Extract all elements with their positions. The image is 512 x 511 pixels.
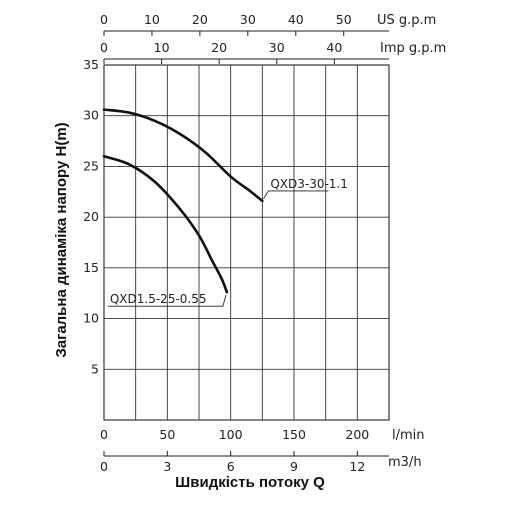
axis-unit-label: l/min	[392, 428, 425, 443]
pump-curves	[102, 108, 264, 294]
tick-label: 50	[336, 12, 352, 27]
tick-label: 30	[269, 40, 285, 55]
tick-label: 0	[100, 40, 108, 55]
top-axes: 0 10 20 30 40 50 US g.p.m0 10 20 30 40 Imp g.p.m	[100, 12, 446, 64]
curve-qxd1-5-25-0-55	[102, 154, 229, 294]
leader-line	[263, 190, 329, 200]
y-tick-label: 20	[83, 209, 99, 224]
plot-frame	[103, 64, 390, 421]
tick-label: 150	[282, 427, 306, 442]
tick-label: 40	[326, 40, 342, 55]
tick-label: 20	[192, 12, 208, 27]
series-label: QXD3-30-1.1	[270, 177, 348, 191]
tick-label: 10	[154, 40, 170, 55]
tick-label: 40	[288, 12, 304, 27]
bottom-axes: 0 50 100 150 200 l/min 0 3 6 9 12 m3/h	[100, 427, 424, 474]
tick-label: 0	[100, 427, 108, 442]
x-axis-title: Швидкість потоку Q	[175, 474, 325, 491]
y-tick-label: 30	[83, 108, 99, 123]
y-tick-label: 25	[83, 158, 99, 173]
tick-label: 9	[290, 459, 298, 474]
tick-label: 50	[159, 427, 175, 442]
y-axis-title: Загальна динаміка напору H(m)	[53, 122, 70, 357]
axis-unit-label: US g.p.m	[377, 13, 436, 28]
curve-qxd3-30-1-1	[102, 108, 264, 203]
axis-unit-label: m3/h	[388, 455, 422, 470]
y-tick-label: 15	[83, 260, 99, 275]
series-label: QXD1.5-25-0.55	[110, 292, 207, 306]
grid	[103, 64, 390, 421]
y-tick-label: 35	[83, 57, 99, 72]
tick-label: 20	[211, 40, 227, 55]
y-tick-label: 5	[91, 361, 99, 376]
tick-label: 12	[349, 459, 365, 474]
axis-unit-label: Imp g.p.m	[380, 41, 446, 56]
curve-labels: QXD3-30-1.1 QXD1.5-25-0.55	[107, 177, 348, 307]
tick-label: 10	[144, 12, 160, 27]
tick-label: 200	[345, 427, 369, 442]
y-axis: 5 10 15 20 25 30 35	[83, 57, 99, 376]
tick-label: 0	[100, 459, 108, 474]
tick-label: 30	[240, 12, 256, 27]
tick-label: 100	[219, 427, 243, 442]
tick-label: 0	[100, 12, 108, 27]
tick-label: 6	[227, 459, 235, 474]
leader-line	[107, 294, 227, 307]
tick-label: 3	[163, 459, 171, 474]
y-tick-label: 10	[83, 311, 99, 326]
